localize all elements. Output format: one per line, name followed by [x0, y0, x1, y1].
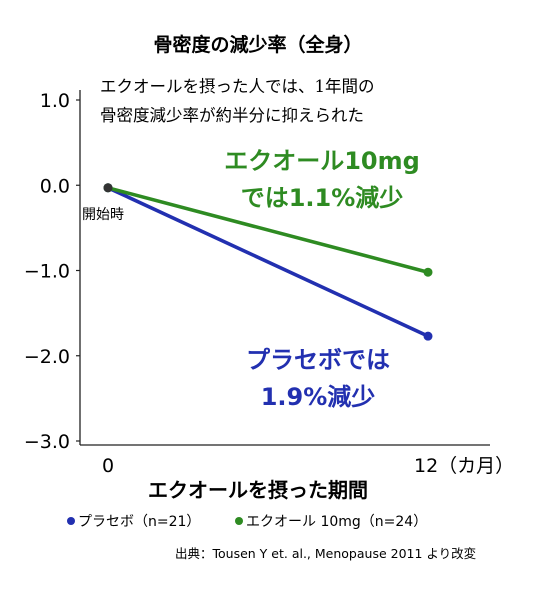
- series-points: [103, 183, 433, 341]
- data-point-equol: [423, 267, 433, 277]
- y-tick-label: 1.0: [40, 90, 70, 112]
- note-line-1: エクオールを摂った人では、1年間の: [100, 77, 375, 96]
- placebo-annotation-line-2: 1.9%減少: [261, 383, 376, 411]
- chart-title: 骨密度の減少率（全身）: [153, 33, 362, 56]
- legend-marker-equol: [235, 517, 243, 525]
- data-point-placebo: [423, 331, 433, 341]
- legend-label-equol: エクオール 10mg（n=24）: [246, 514, 427, 530]
- series-line-equol: [106, 186, 430, 275]
- legend-marker-placebo: [67, 517, 75, 525]
- series-lines: [106, 186, 430, 338]
- equol-annotation-line-2: では1.1%減少: [241, 184, 404, 212]
- equol-annotation-line-1: エクオール10mg: [224, 147, 420, 175]
- series-line-placebo: [106, 186, 430, 338]
- x-tick-label: 0: [102, 455, 114, 477]
- x-tick-label: 12（カ月）: [414, 455, 514, 477]
- y-tick-label: −2.0: [24, 346, 70, 368]
- source-note: 出典：Tousen Y et. al., Menopause 2011 より改変: [175, 546, 476, 561]
- y-ticks: 1.0 0.0 −1.0 −2.0 −3.0: [24, 90, 80, 453]
- start-label: 開始時: [82, 207, 124, 223]
- data-point-start: [103, 183, 113, 193]
- y-tick-label: −3.0: [24, 431, 70, 453]
- y-tick-label: −1.0: [24, 261, 70, 283]
- placebo-annotation-line-1: プラセボでは: [246, 346, 390, 374]
- y-tick-label: 0.0: [40, 175, 70, 197]
- legend-label-placebo: プラセボ（n=21）: [78, 514, 200, 530]
- note-line-2: 骨密度減少率が約半分に抑えられた: [100, 106, 364, 125]
- legend: プラセボ（n=21） エクオール 10mg（n=24）: [67, 514, 427, 530]
- x-axis-label: エクオールを摂った期間: [148, 478, 368, 502]
- x-ticks: 0 12（カ月）: [102, 455, 514, 477]
